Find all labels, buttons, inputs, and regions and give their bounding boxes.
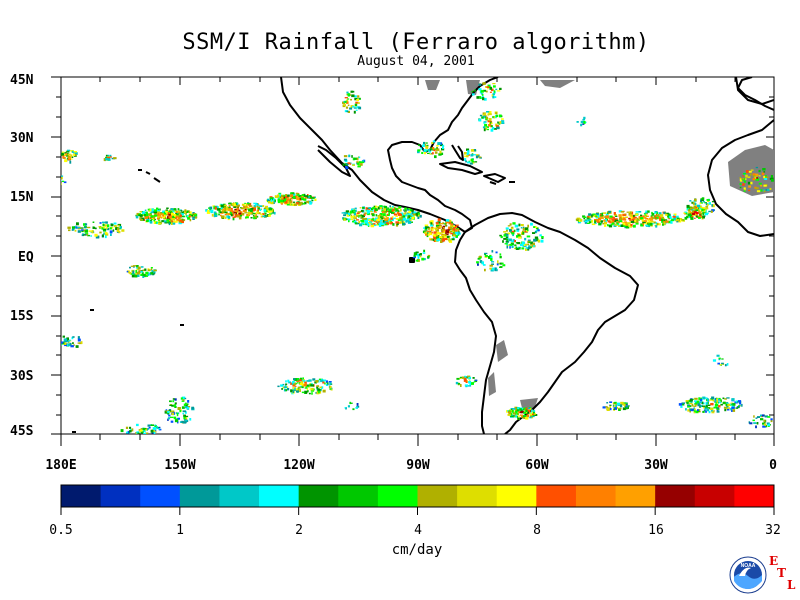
etl-letter-t: T <box>777 566 786 580</box>
etl-logo: E T L <box>767 554 799 594</box>
colorbar-tick-label: 2 <box>295 523 303 538</box>
colorbar-swatch <box>496 485 537 507</box>
rainfall-pixels <box>61 82 774 434</box>
lon-label: 0 <box>769 458 777 473</box>
colorbar-swatch <box>575 485 617 507</box>
lat-label: 45N <box>10 73 34 88</box>
lon-label: 30W <box>644 458 668 473</box>
colorbar-swatch <box>615 485 656 507</box>
noaa-logo-text: NOAA <box>741 563 756 569</box>
colorbar-tick-label: 4 <box>414 523 422 538</box>
colorbar-swatch <box>377 485 418 507</box>
lon-label: 120W <box>283 458 315 473</box>
lat-label: 30S <box>10 369 34 384</box>
lat-label: EQ <box>18 250 34 265</box>
colorbar-units: cm/day <box>391 542 443 558</box>
map-title: SSM/I Rainfall (Ferraro algorithm) <box>182 30 650 55</box>
lat-label: 15N <box>10 190 34 205</box>
colorbar-swatch <box>219 485 260 507</box>
colorbar-tick-label: 16 <box>648 523 664 538</box>
etl-letter-l: L <box>787 578 796 592</box>
colorbar-swatch <box>457 485 498 507</box>
colorbar-swatch <box>259 485 300 507</box>
colorbar-swatch <box>655 485 696 507</box>
lon-label: 180E <box>45 458 77 473</box>
coastlines <box>72 77 774 434</box>
colorbar-swatch <box>298 485 339 507</box>
colorbar-swatch <box>338 485 379 507</box>
colorbar-swatch <box>179 485 220 507</box>
colorbar-tick-label: 0.5 <box>49 523 73 538</box>
colorbar-tick-label: 8 <box>533 523 541 538</box>
lon-label: 90W <box>406 458 430 473</box>
lon-label: 150W <box>164 458 196 473</box>
axis-ticks <box>51 76 775 446</box>
lon-label: 60W <box>525 458 549 473</box>
colorbar-tick-label: 32 <box>765 523 781 538</box>
colorbar-swatch <box>734 485 775 507</box>
colorbar <box>60 484 775 515</box>
colorbar-swatch <box>417 485 458 507</box>
colorbar-tick-label: 1 <box>176 523 184 538</box>
map-subtitle: August 04, 2001 <box>357 54 475 69</box>
lat-label: 30N <box>10 131 34 146</box>
etl-letter-e: E <box>769 554 779 568</box>
colorbar-swatch <box>140 485 181 507</box>
colorbar-swatch <box>61 485 102 507</box>
noaa-logo: NOAA <box>729 556 767 594</box>
lat-label: 15S <box>10 309 34 324</box>
colorbar-swatch <box>100 485 141 507</box>
colorbar-swatch <box>694 485 735 507</box>
colorbar-swatch <box>536 485 577 507</box>
lat-label: 45S <box>10 424 34 439</box>
